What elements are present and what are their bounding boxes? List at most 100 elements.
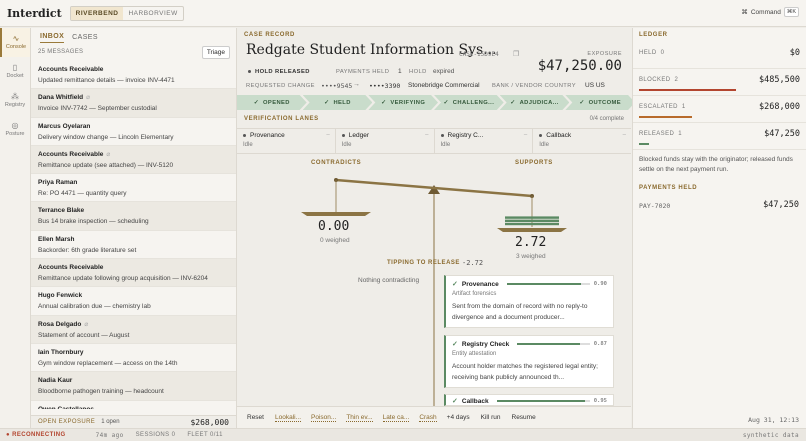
sessions-count: SESSIONS 0 [135,432,176,438]
env-tab-riverbend[interactable]: RIVERBEND [70,6,124,20]
ledger-row-escalated[interactable]: ESCALATED 1 $268,000 [633,96,806,123]
ledger-panel: LEDGER HELD 0 $0 BLOCKED 2 $485,500 ESCALATED 1… [632,28,806,428]
hold-label: HOLD [409,69,427,75]
action-thin-ev[interactable]: Thin ev... [346,413,373,422]
message-item[interactable]: Terrance Blake Bus 14 brake inspection — … [31,202,236,231]
message-item[interactable]: Iain Thornbury Gym window replacement — a… [31,344,236,373]
message-sender: Iain Thornbury [38,348,84,356]
evidence-card-provenance[interactable]: ✓ Provenance 0.90 Artifact forensics Sent … [444,275,614,328]
ledger-row-blocked[interactable]: BLOCKED 2 $485,500 [633,69,806,96]
lane-1[interactable]: Ledger – Idle [336,129,435,153]
check-icon: ✓ [324,99,330,106]
supports-weighed-count: 3 weighed [516,253,546,260]
message-item[interactable]: Rosa Delgado ⌀ Statement of account — Augu… [31,315,236,344]
check-icon: ✓ [510,99,516,106]
command-label: Command [750,8,781,16]
lane-dot-icon [440,133,444,137]
message-subject: Re: PO 4471 — quantity query [38,190,127,198]
tab-inbox[interactable]: INBOX [40,33,65,43]
message-list[interactable]: Accounts Receivable Updated remittance de… [31,61,236,409]
message-item[interactable]: Accounts Receivable Updated remittance de… [31,61,236,90]
evidence-card-callback[interactable]: ✓ Callback 0.95 [444,394,614,406]
message-item[interactable]: Ellen Marsh Backorder: 6th grade literatu… [31,231,236,260]
env-tab-harborview[interactable]: HARBORVIEW [128,9,178,17]
message-sender: Accounts Receivable [38,66,104,73]
action-late-ca[interactable]: Late ca... [382,413,410,422]
check-icon: ✓ [452,281,458,288]
supports-label: SUPPORTS [515,160,553,166]
action-poison[interactable]: Poison... [311,413,337,422]
evidence-score-bar [506,283,590,285]
command-icon: ⌘ [741,9,748,16]
paperclip-icon: ⌀ [86,94,91,102]
action-crash[interactable]: Crash [419,413,437,422]
lane-3[interactable]: Callback – Idle [533,129,631,153]
ledger-row-released[interactable]: RELEASED 1 $47,250 [633,123,806,150]
ledger-row-bar [639,143,649,145]
rail-item-docket[interactable]: ▯ Docket [0,57,30,86]
ledger-heading: LEDGER [639,32,668,38]
evidence-score: 0.90 [593,281,607,287]
lane-dash: – [523,132,528,138]
requested-change-label: REQUESTED CHANGE [246,83,315,89]
message-sender: Nadia Kaur [38,377,73,385]
rail-item-registry[interactable]: ⁂ Registry [0,86,30,115]
lane-0[interactable]: Provenance – Idle [237,129,336,153]
evidence-card-registry-check[interactable]: ✓ Registry Check 0.87 Entity attestation A… [444,335,614,388]
message-item[interactable]: Accounts Receivable Remittance update fol… [31,259,236,288]
stage-pipeline: ✓ OPENED ✓ HELD ✓ VERIFYING ✓ CHALLENG... ✓ ADJUD… [237,95,636,110]
triage-button[interactable]: Triage [201,46,230,59]
action-kill-run[interactable]: Kill run [480,414,501,421]
ledger-note: Blocked funds stay with the originator; … [639,156,793,173]
message-subject: Gym window replacement — access on the 1… [38,359,178,367]
evidence-source: Entity attestation [452,351,497,357]
evidence-name: Provenance [461,280,499,288]
lane-dash: – [326,132,330,138]
message-item[interactable]: Nadia Kaur Bloodborne pathogen training —… [31,372,236,401]
book-icon: ▯ [12,63,18,72]
message-item[interactable]: Marcus Oyelaran Delivery window change — … [31,118,236,146]
tipping-value: -2.72 [462,259,484,267]
lane-name: Ledger [341,132,428,139]
action-reset[interactable]: Reset [247,414,264,421]
payment-id[interactable]: PAY-7020 [639,202,671,210]
action-4-days[interactable]: +4 days [446,414,470,421]
rail-item-posture[interactable]: ◎ Posture [0,115,30,144]
stage-label: OPENED [263,99,290,106]
tab-cases[interactable]: CASES [72,34,98,41]
case-record-heading: CASE RECORD [244,32,295,38]
exposure-label: EXPOSURE [587,51,622,57]
stage-5: ✓ OUTCOME [565,95,636,110]
message-item[interactable]: Accounts Receivable ⌀ Remittance update (s… [31,145,236,175]
ledger-row-label: RELEASED 1 [639,131,682,137]
stage-label: VERIFYING [390,99,426,106]
shield-icon: ◎ [11,121,19,130]
evidence-score: 0.87 [593,341,607,347]
message-subject: Updated remittance details — invoice INV… [38,77,175,84]
synthetic-data-label: synthetic data [742,432,799,439]
copy-icon[interactable]: ❐ [513,51,520,58]
command-button[interactable]: ⌘ Command ⌘K [741,7,799,17]
case-panel: CASE RECORD Redgate Student Information … [237,28,636,428]
message-item[interactable]: Hugo Fenwick Annual calibration due — che… [31,287,236,316]
message-subject: Remittance update (see attached) — INV-5… [38,161,174,169]
from-account: ••••9545 [321,82,353,90]
action-resume[interactable]: Resume [511,414,536,421]
message-subject: Delivery window change — Lincoln Element… [38,133,174,141]
message-item[interactable]: Owen Castellanos [31,401,236,409]
lane-dot-icon [341,133,345,137]
lane-2[interactable]: Registry C... – Idle [435,129,534,153]
lane-status: Idle [341,142,352,148]
stage-label: OUTCOME [588,99,622,106]
open-exposure-amount: $268,000 [190,417,229,427]
message-item[interactable]: Priya Raman Re: PO 4471 — quantity query [31,174,236,203]
stage-label: CHALLENG... [452,99,495,106]
contradicts-label: CONTRADICTS [311,160,362,166]
ledger-row-held[interactable]: HELD 0 $0 [633,42,806,69]
action-lookali[interactable]: Lookali... [274,413,302,422]
message-item[interactable]: Dana Whitfield ⌀ Invoice INV-7742 — Septem… [31,89,236,118]
connection-status: ● RECONNECTING [6,432,66,438]
stage-4: ✓ ADJUDICA... [499,95,570,110]
rail-item-console[interactable]: ∿ Console [0,28,30,57]
stage-3: ✓ CHALLENG... [434,95,504,110]
